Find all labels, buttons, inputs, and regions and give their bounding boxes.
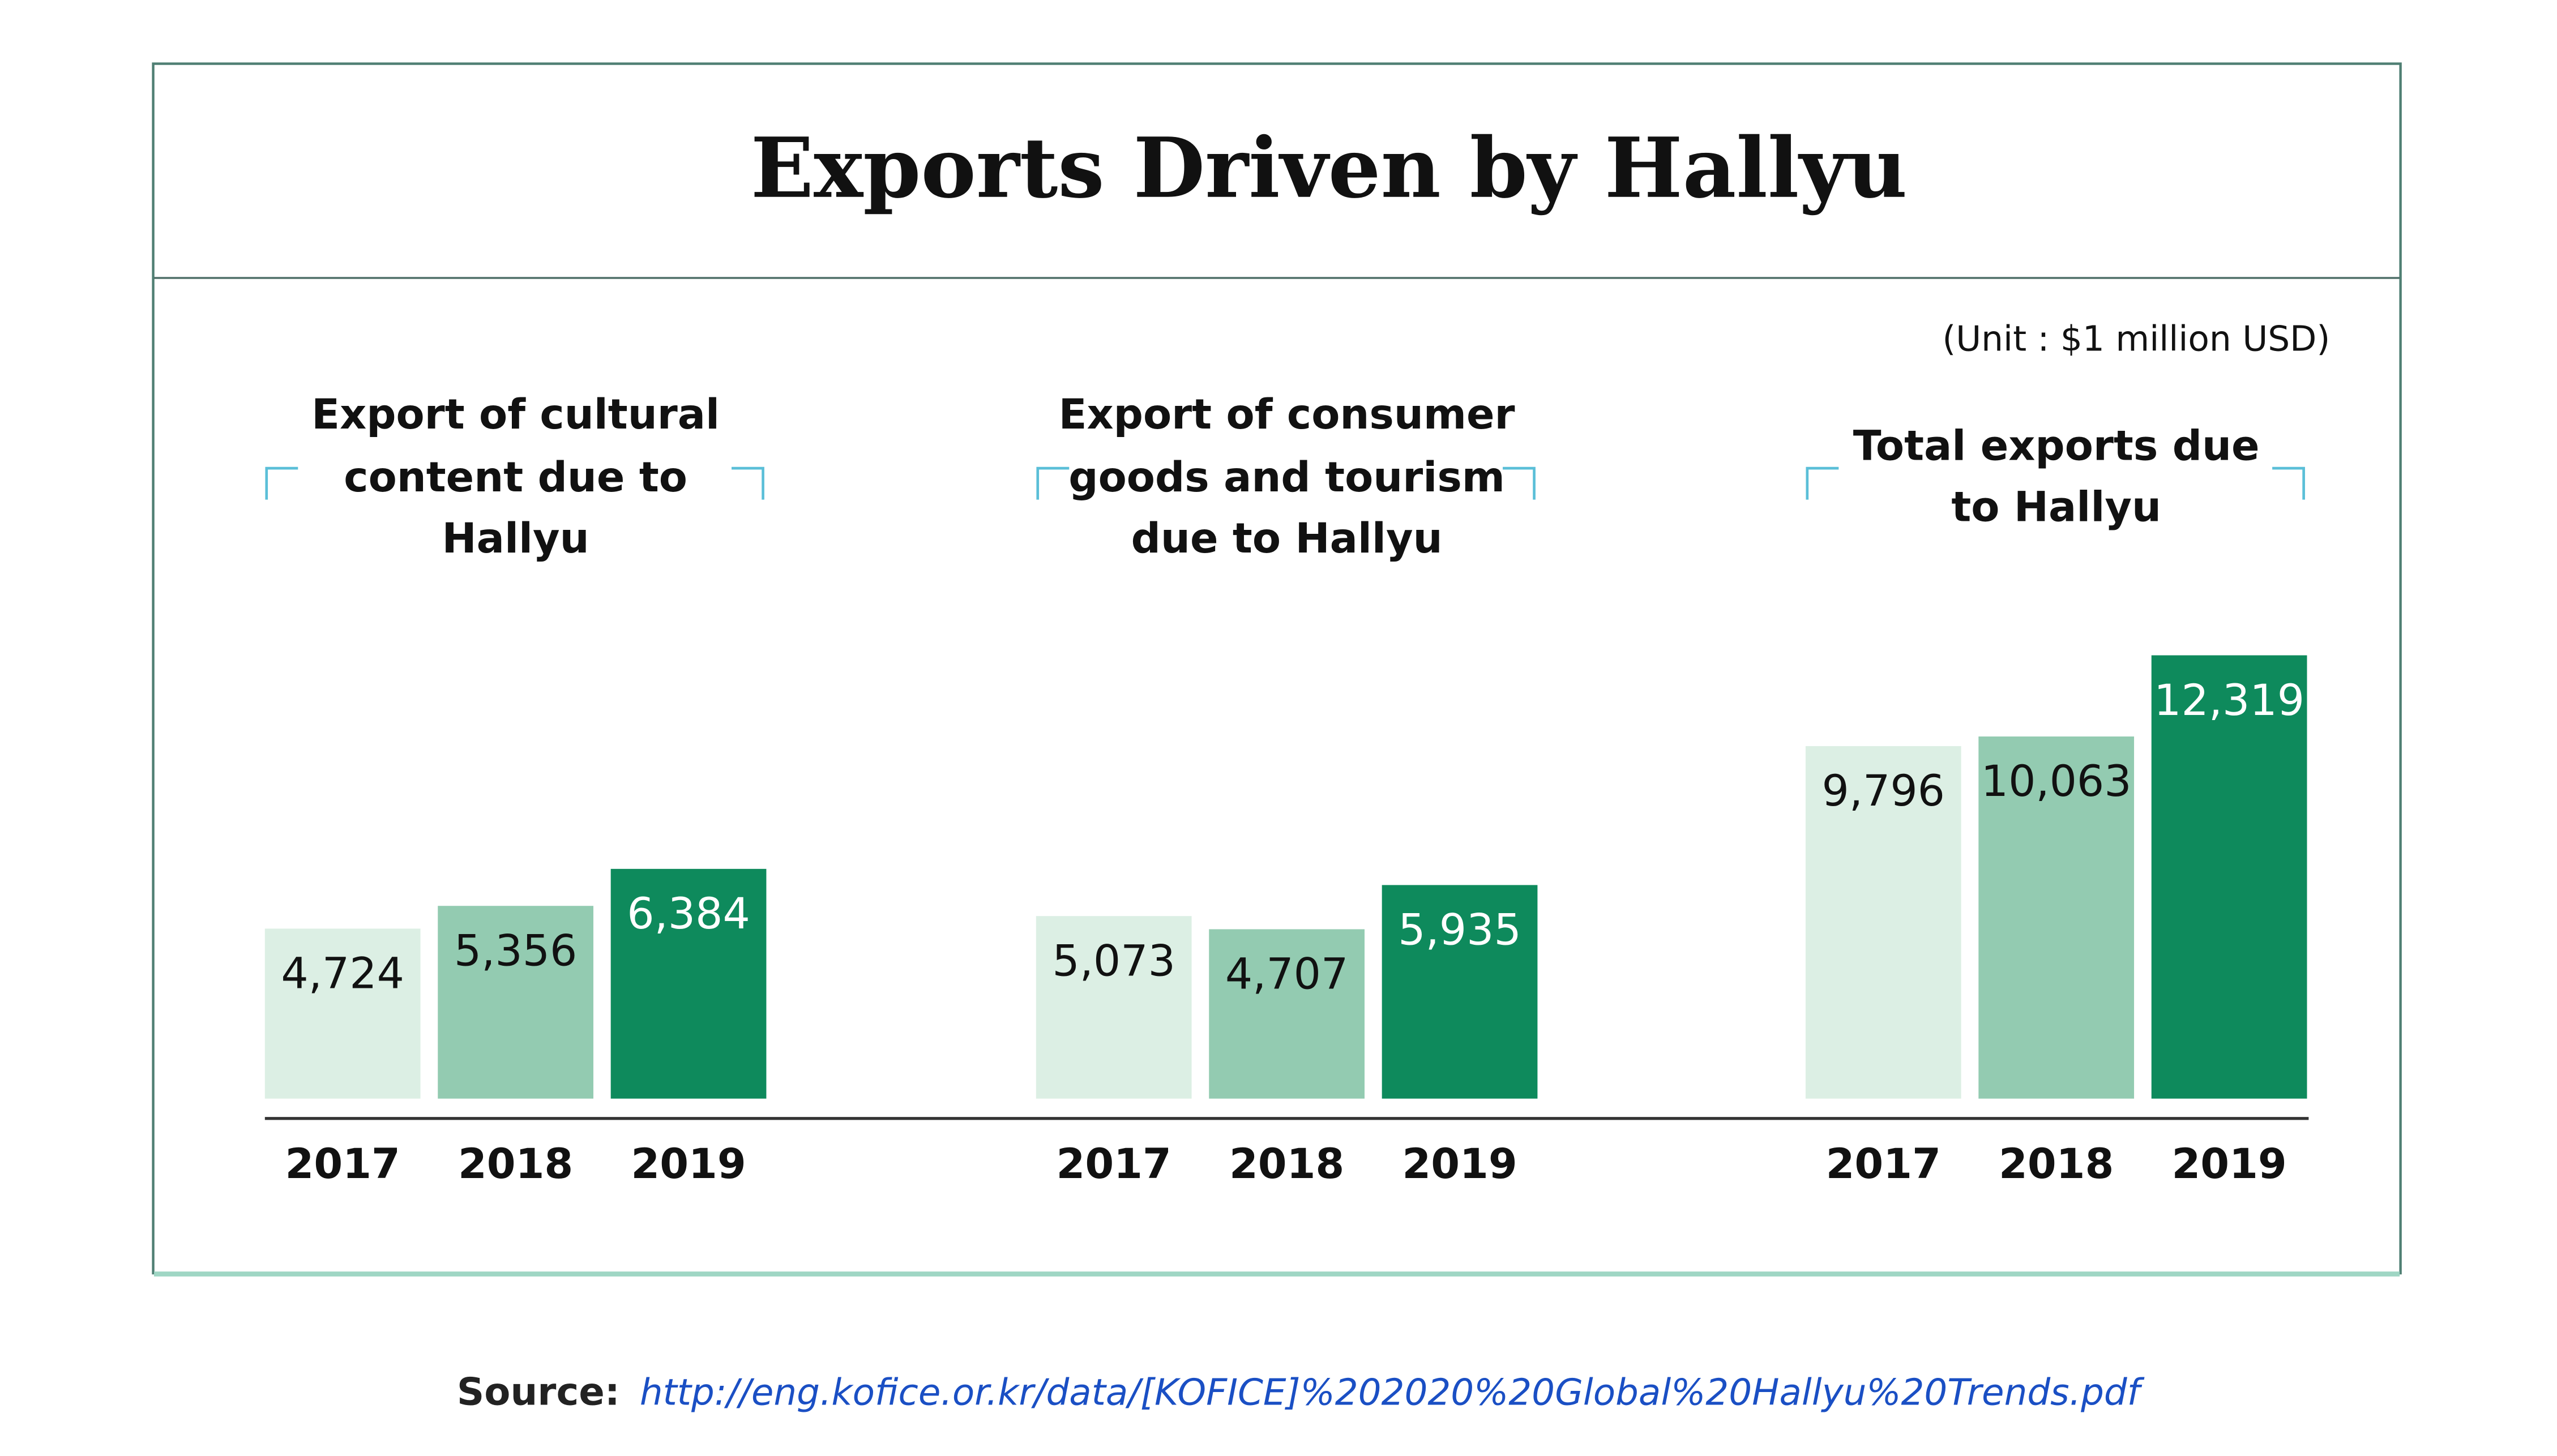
group-title-line: Export of cultural — [311, 391, 720, 439]
bracket-right-icon — [2272, 466, 2305, 500]
bracket-left-icon — [1036, 466, 1070, 500]
bracket-left-icon — [265, 466, 298, 500]
chart-title: Exports Driven by Hallyu — [751, 120, 1908, 217]
bar-2018 — [1209, 929, 1365, 1099]
x-tick-label: 2017 — [1057, 1140, 1171, 1188]
x-tick-label: 2019 — [2171, 1140, 2286, 1188]
bar-value-label: 12,319 — [2154, 675, 2304, 725]
bar-2017 — [264, 928, 421, 1099]
bar-value-label: 4,707 — [1225, 949, 1349, 999]
bar-2019 — [2151, 655, 2307, 1099]
bar-value-label: 9,796 — [1821, 765, 1945, 816]
bar-2018 — [438, 906, 593, 1099]
group-title-line: Export of consumer — [1059, 391, 1515, 439]
group-title-line: goods and tourism — [1068, 453, 1505, 502]
x-tick-label: 2018 — [1229, 1140, 1344, 1188]
group-title-line: due to Hallyu — [1131, 515, 1443, 563]
unit-label: (Unit : $1 million USD) — [1942, 319, 2330, 359]
group-title-line: content due to — [344, 453, 687, 502]
group-title-line: Hallyu — [442, 515, 589, 563]
bar-value-label: 5,073 — [1052, 935, 1175, 986]
bracket-left-icon — [1806, 466, 1839, 500]
bar-value-label: 10,063 — [1981, 756, 2132, 806]
bar-2017 — [1036, 916, 1192, 1099]
bar-2018 — [1978, 736, 2135, 1099]
bracket-right-icon — [1503, 466, 1536, 500]
x-tick-label: 2019 — [1402, 1140, 1517, 1188]
bar-value-label: 5,356 — [454, 925, 578, 975]
group-title-line: to Hallyu — [1951, 483, 2161, 532]
bar-value-label: 4,724 — [281, 948, 404, 999]
bar-value-label: 5,935 — [1398, 905, 1521, 955]
bracket-right-icon — [732, 466, 764, 500]
bar-2017 — [1805, 746, 1961, 1099]
x-tick-label: 2017 — [285, 1140, 400, 1188]
source-label: Source: — [457, 1369, 620, 1414]
x-tick-label: 2017 — [1826, 1140, 1941, 1188]
bar-2019 — [1382, 885, 1538, 1099]
bar-value-label: 6,384 — [627, 888, 750, 939]
x-tick-label: 2019 — [631, 1140, 746, 1188]
source-line: Source: http://eng.kofice.or.kr/data/[KO… — [457, 1369, 2145, 1414]
x-tick-label: 2018 — [458, 1140, 573, 1188]
x-tick-label: 2018 — [1999, 1140, 2114, 1188]
group-title-line: Total exports due — [1853, 422, 2260, 470]
bar-2019 — [610, 868, 767, 1099]
source-link[interactable]: http://eng.kofice.or.kr/data/[KOFICE]%20… — [640, 1371, 2145, 1414]
